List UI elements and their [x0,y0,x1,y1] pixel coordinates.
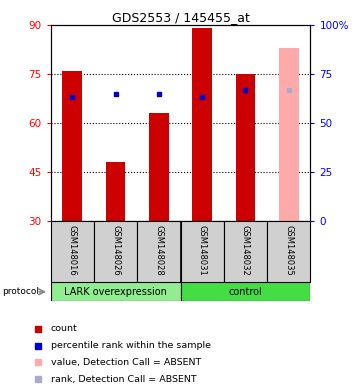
Bar [137,221,180,282]
Bar [94,221,137,282]
Text: GSM148032: GSM148032 [241,225,250,276]
Text: value, Detection Call = ABSENT: value, Detection Call = ABSENT [51,358,201,367]
Text: count: count [51,324,77,333]
Bar [106,162,125,221]
Bar [180,221,224,282]
Bar [267,221,310,282]
Text: LARK overexpression: LARK overexpression [64,287,167,297]
Text: percentile rank within the sample: percentile rank within the sample [51,341,210,350]
Text: GSM148026: GSM148026 [111,225,120,276]
Bar [149,113,169,221]
Text: GSM148028: GSM148028 [155,225,163,276]
Bar [51,282,180,301]
Text: protocol: protocol [3,287,39,296]
Bar [224,221,267,282]
Bar [180,282,310,301]
Text: GSM148031: GSM148031 [198,225,206,276]
Bar [279,48,299,221]
Text: GSM148016: GSM148016 [68,225,77,276]
Text: GSM148035: GSM148035 [284,225,293,276]
Text: rank, Detection Call = ABSENT: rank, Detection Call = ABSENT [51,375,196,384]
Bar [51,221,94,282]
Bar [236,74,255,221]
Bar [62,71,82,221]
Bar [192,28,212,221]
Text: control: control [229,287,262,297]
Title: GDS2553 / 145455_at: GDS2553 / 145455_at [112,11,249,24]
